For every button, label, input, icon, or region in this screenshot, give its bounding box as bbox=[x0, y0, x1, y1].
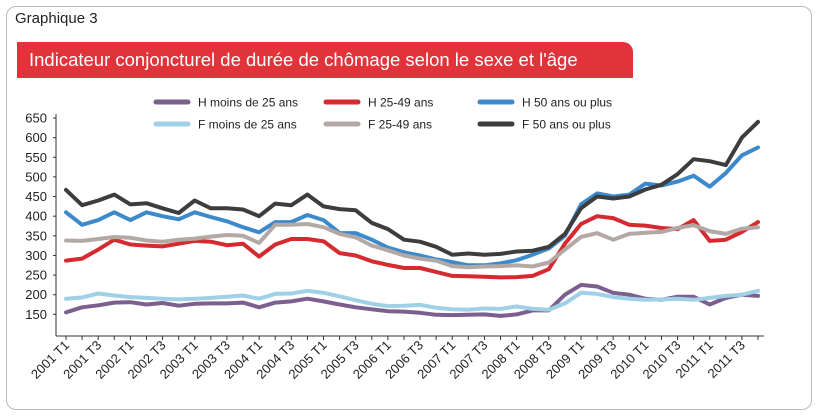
series-line bbox=[64, 119, 760, 257]
legend-label: H 25-49 ans bbox=[368, 96, 433, 110]
y-tick-label: 550 bbox=[25, 150, 47, 165]
legend-label: F 25-49 ans bbox=[368, 118, 432, 132]
legend-label: H moins de 25 ans bbox=[198, 96, 298, 110]
chart-title: Indicateur conjoncturel de durée de chôm… bbox=[29, 49, 578, 70]
legend-label: F 50 ans ou plus bbox=[522, 118, 611, 132]
y-tick-label: 400 bbox=[25, 209, 47, 224]
series-line bbox=[64, 214, 760, 280]
figure-frame bbox=[6, 6, 812, 410]
figure-label: Graphique 3 bbox=[15, 10, 98, 27]
title-banner: Indicateur conjoncturel de durée de chôm… bbox=[17, 42, 633, 78]
y-tick-label: 450 bbox=[25, 189, 47, 204]
y-tick-label: 250 bbox=[25, 268, 47, 283]
series-line bbox=[64, 222, 760, 270]
y-tick-label: 600 bbox=[25, 130, 47, 145]
legend-label: H 50 ans ou plus bbox=[522, 96, 612, 110]
y-tick-label: 150 bbox=[25, 307, 47, 322]
y-tick-label: 500 bbox=[25, 169, 47, 184]
y-tick-label: 200 bbox=[25, 287, 47, 302]
series-line bbox=[64, 288, 760, 312]
y-tick-label: 350 bbox=[25, 228, 47, 243]
y-tick-label: 300 bbox=[25, 248, 47, 263]
legend-label: F moins de 25 ans bbox=[198, 118, 297, 132]
y-tick-label: 650 bbox=[25, 111, 47, 126]
series-line bbox=[64, 145, 760, 268]
